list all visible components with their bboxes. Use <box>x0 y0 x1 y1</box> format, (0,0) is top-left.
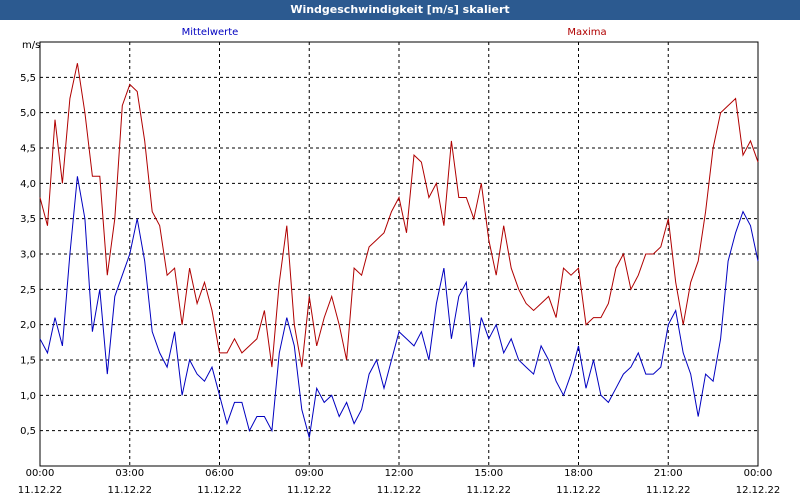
line-chart: 0,5 1,0 1,5 2,0 2,5 3,0 3,5 4,0 4,5 5,0 5,5 00:00 1… <box>18 27 781 496</box>
x-tick-time-label: 00:00 <box>26 468 55 479</box>
x-tick-date-label: 12.12.22 <box>736 485 781 496</box>
y-tick-label: 4,5 <box>20 144 36 155</box>
y-tick-label: 4,0 <box>20 179 36 190</box>
y-tick-label: 1,5 <box>20 356 36 367</box>
x-tick-date-label: 11.12.22 <box>466 485 511 496</box>
x-tick-time-label: 03:00 <box>115 468 144 479</box>
x-tick-date-label: 11.12.22 <box>556 485 601 496</box>
series-line-1 <box>39 63 759 368</box>
x-tick-date-label: 11.12.22 <box>377 485 422 496</box>
series-layer <box>39 63 759 438</box>
x-tick-date-label: 11.12.22 <box>287 485 332 496</box>
legend-maxima: Maxima <box>567 27 606 38</box>
x-tick-time-label: 15:00 <box>474 468 503 479</box>
x-tick-date-label: 11.12.22 <box>646 485 691 496</box>
x-tick-time-label: 21:00 <box>654 468 683 479</box>
y-axis-label: m/s <box>22 40 40 51</box>
y-tick-label: 2,0 <box>20 320 36 331</box>
y-tick-label: 3,0 <box>20 250 36 261</box>
y-tick-label: 5,5 <box>20 73 36 84</box>
x-tick-date-label: 11.12.22 <box>18 485 63 496</box>
series-line-0 <box>39 176 759 438</box>
y-tick-label: 5,0 <box>20 108 36 119</box>
x-tick-time-label: 06:00 <box>205 468 234 479</box>
x-tick-date-label: 11.12.22 <box>197 485 242 496</box>
x-tick-time-label: 18:00 <box>564 468 593 479</box>
legend-mittelwerte: Mittelwerte <box>182 27 239 38</box>
chart-title: Windgeschwindigkeit [m/s] skaliert <box>0 0 800 20</box>
x-tick-date-label: 11.12.22 <box>107 485 152 496</box>
x-tick-time-label: 00:00 <box>744 468 773 479</box>
x-axis: 00:00 11.12.22 03:00 11.12.22 06:00 11.12.22 0… <box>18 468 781 496</box>
y-tick-label: 0,5 <box>20 426 36 437</box>
x-tick-time-label: 12:00 <box>385 468 414 479</box>
y-tick-label: 1,0 <box>20 391 36 402</box>
y-tick-label: 3,5 <box>20 214 36 225</box>
y-tick-label: 2,5 <box>20 285 36 296</box>
y-axis: 0,5 1,0 1,5 2,0 2,5 3,0 3,5 4,0 4,5 5,0 5,5 <box>20 73 36 437</box>
x-tick-time-label: 09:00 <box>295 468 324 479</box>
